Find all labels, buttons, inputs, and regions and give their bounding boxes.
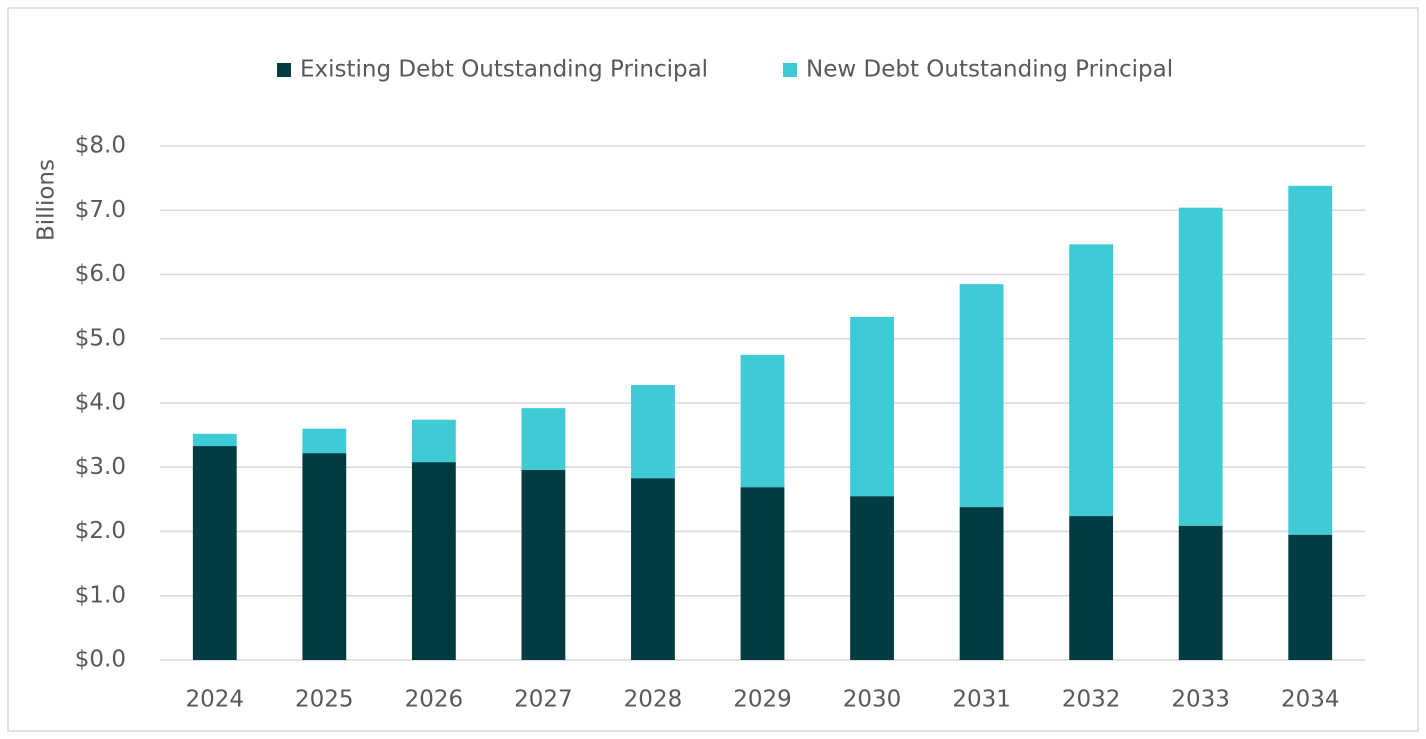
bar-segment — [192, 433, 237, 447]
bar-segment — [850, 316, 894, 497]
bar-segment — [521, 469, 566, 660]
y-tick-label: $7.0 — [75, 197, 126, 223]
bar-segment — [411, 419, 456, 463]
y-tick-label: $2.0 — [75, 518, 126, 544]
x-tick-label: 2026 — [405, 687, 464, 713]
x-tick-label: 2028 — [624, 687, 683, 713]
bar-segment — [521, 408, 566, 470]
bar-segment — [959, 507, 1004, 660]
x-tick-label: 2030 — [843, 687, 902, 713]
bar-segment — [411, 462, 456, 660]
legend-label: Existing Debt Outstanding Principal — [300, 57, 708, 83]
y-tick-label: $3.0 — [75, 454, 126, 480]
bar-segment — [740, 354, 785, 488]
x-tick-label: 2034 — [1281, 687, 1340, 713]
y-tick-label: $0.0 — [75, 647, 126, 673]
bar-segment — [959, 284, 1004, 508]
x-tick-label: 2032 — [1062, 687, 1121, 713]
x-tick-label: 2031 — [952, 687, 1011, 713]
bar-segment — [1178, 207, 1223, 526]
y-tick-label: $4.0 — [75, 390, 126, 416]
y-tick-label: $8.0 — [75, 133, 126, 159]
bar-segment — [631, 478, 675, 660]
y-tick-label: $5.0 — [75, 325, 126, 351]
bar-segment — [740, 487, 785, 660]
bar-segment — [302, 428, 347, 454]
x-tick-label: 2029 — [733, 687, 792, 713]
x-tick-label: 2024 — [185, 687, 244, 713]
x-tick-label: 2025 — [295, 687, 354, 713]
y-axis-label: Billions — [34, 159, 60, 241]
bar-segment — [302, 453, 347, 660]
x-tick-label: 2033 — [1171, 687, 1230, 713]
x-tick-label: 2027 — [514, 687, 573, 713]
bar-segment — [1069, 516, 1114, 660]
bar-segment — [1178, 525, 1223, 660]
bar-segment — [850, 496, 894, 660]
bar-segment — [192, 446, 237, 660]
bar-segment — [1288, 534, 1333, 660]
bar-segment — [631, 385, 675, 479]
legend-label: New Debt Outstanding Principal — [806, 57, 1173, 83]
y-tick-label: $1.0 — [75, 582, 126, 608]
bar-segment — [1069, 244, 1114, 517]
y-tick-label: $6.0 — [75, 261, 126, 287]
legend-swatch — [277, 63, 291, 77]
bar-segment — [1288, 185, 1333, 535]
legend-swatch — [783, 63, 797, 77]
